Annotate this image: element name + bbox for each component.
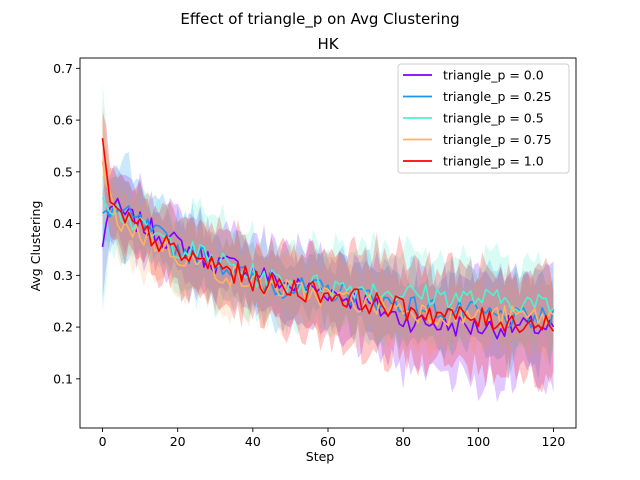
y-tick-label-1: 0.2 bbox=[53, 320, 73, 335]
x-tick-label-2: 40 bbox=[245, 434, 261, 449]
series-band-1 bbox=[102, 152, 554, 380]
x-tick-label-6: 120 bbox=[542, 434, 566, 449]
series-band-0 bbox=[102, 165, 554, 403]
x-tick-label-4: 80 bbox=[395, 434, 411, 449]
series-lines bbox=[101, 138, 555, 340]
y-tick-label-3: 0.4 bbox=[53, 216, 73, 231]
y-tick-label-4: 0.5 bbox=[53, 164, 73, 179]
chart-subtitle: HK bbox=[317, 35, 339, 53]
legend-label-2: triangle_p = 0.5 bbox=[443, 111, 544, 126]
x-tick-label-3: 60 bbox=[320, 434, 336, 449]
y-tick-label-2: 0.3 bbox=[53, 268, 73, 283]
y-tick-label-0: 0.1 bbox=[53, 371, 73, 386]
legend-label-1: triangle_p = 0.25 bbox=[443, 89, 552, 104]
x-axis-label: Step bbox=[306, 449, 335, 464]
series-line-4 bbox=[101, 138, 555, 334]
legend: triangle_p = 0.0 triangle_p = 0.25 triangl… bbox=[397, 63, 570, 174]
y-tick-label-6: 0.7 bbox=[53, 61, 73, 76]
legend-label-4: triangle_p = 1.0 bbox=[443, 154, 544, 169]
uncertainty-bands bbox=[102, 82, 554, 403]
legend-box bbox=[397, 63, 570, 174]
series-band-3 bbox=[102, 100, 554, 368]
x-tick-label-5: 100 bbox=[466, 434, 490, 449]
series-line-0 bbox=[101, 197, 555, 340]
x-tick-label-0: 0 bbox=[99, 434, 107, 449]
series-band-4 bbox=[102, 110, 554, 393]
series-band-2 bbox=[102, 82, 554, 357]
axes: 0 20 40 60 80 100 120 0.1 0.2 0.3 0.4 0.5 0.6 0.7 bbox=[53, 57, 577, 449]
legend-label-0: triangle_p = 0.0 bbox=[443, 68, 544, 83]
y-axis-label: Avg Clustering bbox=[28, 201, 43, 292]
legend-label-3: triangle_p = 0.75 bbox=[443, 132, 552, 147]
series-line-3 bbox=[101, 161, 554, 328]
x-tick-label-1: 20 bbox=[170, 434, 186, 449]
y-tick-label-5: 0.6 bbox=[53, 113, 73, 128]
chart-title: Effect of triangle_p on Avg Clustering bbox=[180, 10, 459, 29]
